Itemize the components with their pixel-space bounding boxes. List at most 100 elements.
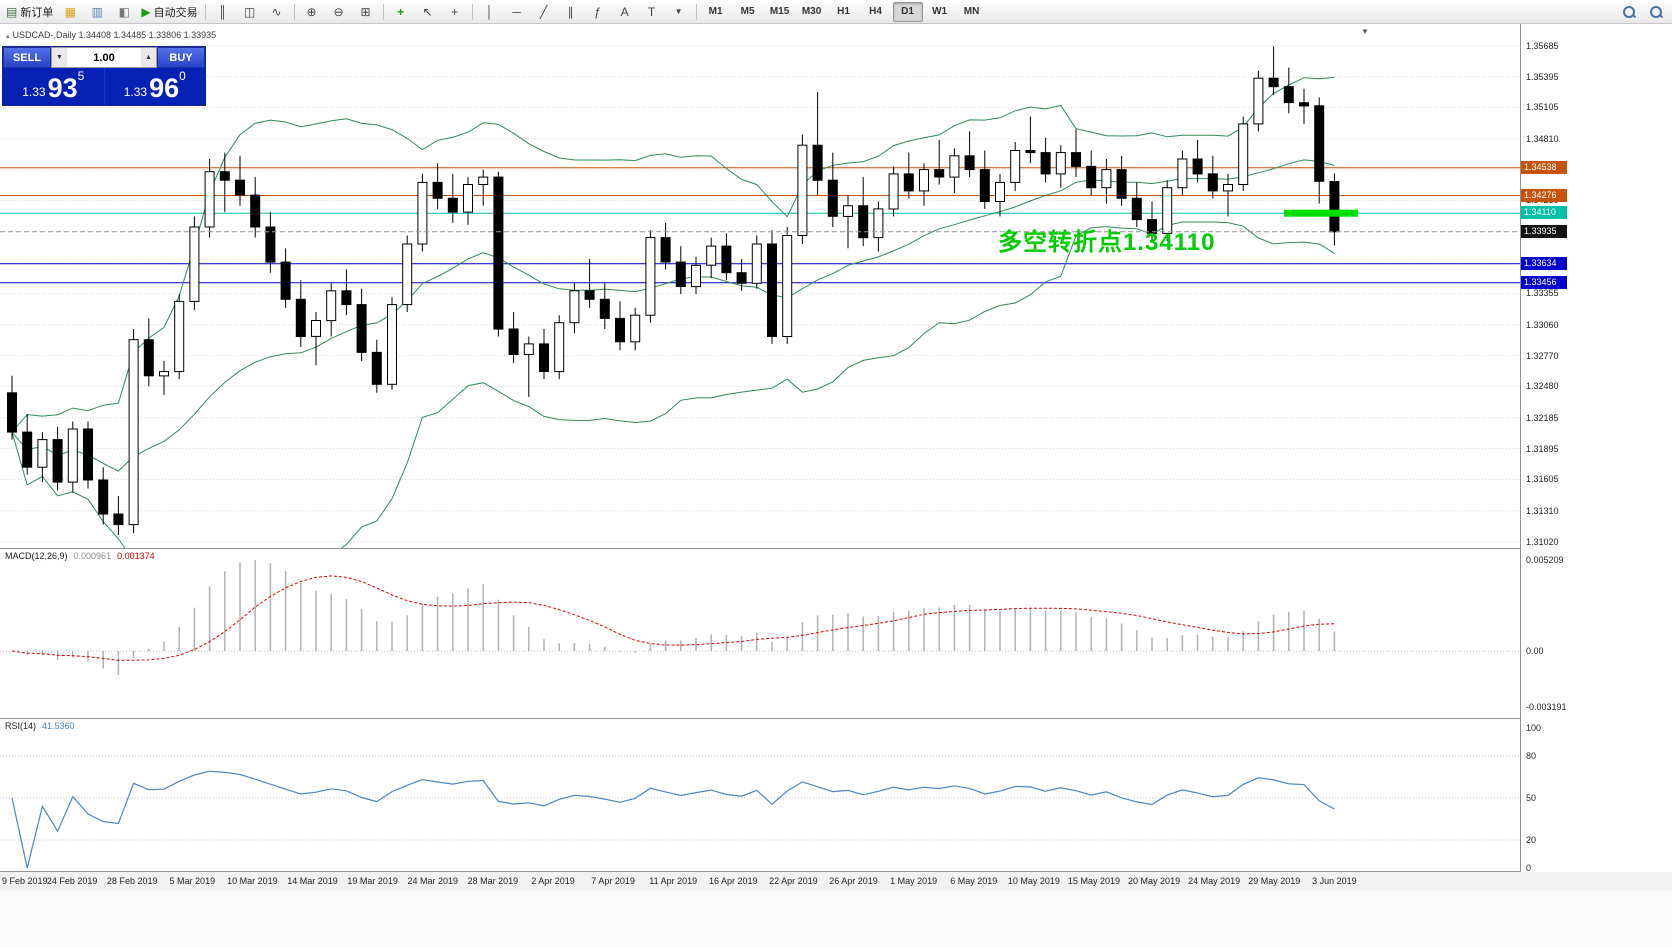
crosshair-button[interactable]: + <box>442 2 468 22</box>
pane-separator-macd[interactable] <box>0 548 1521 549</box>
time-axis[interactable]: 9 Feb 2019 24 Feb 2019 28 Feb 2019 5 Mar 20… <box>0 872 1672 891</box>
trendline-button[interactable]: ╱ <box>531 2 557 22</box>
line-chart-button[interactable]: ∿ <box>264 2 290 22</box>
auto-trading-button[interactable]: ▶ 自动交易 <box>138 2 200 22</box>
bollinger-middle-band[interactable] <box>11 159 1335 472</box>
tile-windows-icon: ⊞ <box>360 4 371 19</box>
new-order-button[interactable]: ▤ 新订单 <box>3 2 56 22</box>
price-axis[interactable]: 1.356851.353951.351051.348101.345201.342… <box>1521 24 1672 891</box>
chart-shift-marker-icon[interactable]: ▼ <box>1361 27 1369 36</box>
timeframe-button-m30[interactable]: M30 <box>801 6 822 17</box>
bearish-candle <box>812 144 823 181</box>
label-tool-button[interactable]: T <box>639 2 665 22</box>
timeframe-button-m5[interactable]: M5 <box>740 6 755 17</box>
timeframe-button-h4[interactable]: H4 <box>869 6 882 17</box>
date-label: 14 Mar 2019 <box>287 876 338 886</box>
search-button[interactable] <box>1616 2 1642 22</box>
market-watch-button[interactable]: ▦ <box>57 2 83 22</box>
bar-chart-icon: ║ <box>218 4 227 19</box>
bearish-candle <box>341 290 352 306</box>
timeframe-button-m1[interactable]: M1 <box>708 6 723 17</box>
pivot-highlight-segment[interactable] <box>1284 209 1358 217</box>
volume-control: ▼ ▲ <box>51 47 157 68</box>
rsi-canvas[interactable] <box>0 719 1520 871</box>
sell-price-display[interactable]: 1.33 93 5 <box>3 68 105 105</box>
pane-separator-rsi[interactable] <box>0 718 1521 719</box>
date-label: 2 Apr 2019 <box>531 876 575 886</box>
fibonacci-button[interactable]: ƒ <box>585 2 611 22</box>
candle-chart-button[interactable]: ◫ <box>237 2 263 22</box>
navigator-icon: ◧ <box>118 4 131 19</box>
date-label: 10 May 2019 <box>1007 876 1060 886</box>
auto-trading-label: 自动交易 <box>153 6 198 19</box>
bearish-candle <box>1116 169 1127 199</box>
channel-button[interactable]: ∥ <box>558 2 584 22</box>
rsi-value: 41.5360 <box>42 721 75 731</box>
timeframe-button-d1[interactable]: D1 <box>892 1 923 22</box>
price-badge: 1.34110 <box>1521 206 1567 220</box>
price-tick-label: 1.31895 <box>1526 443 1559 454</box>
date-label: 24 Mar 2019 <box>407 876 459 886</box>
community-search-button[interactable] <box>1643 2 1669 22</box>
text-tool-button[interactable]: A <box>612 2 638 22</box>
bearish-candle <box>858 205 869 239</box>
rsi-line <box>11 770 1335 869</box>
bullish-candle <box>873 208 884 239</box>
search-icon <box>1622 5 1636 19</box>
label-icon: T <box>647 4 656 19</box>
tile-windows-button[interactable]: ⊞ <box>353 2 379 22</box>
shapes-button[interactable]: ▼ <box>666 2 692 22</box>
text-icon: A <box>620 4 629 19</box>
one-click-trading-panel: SELL ▼ ▲ BUY 1.33 93 5 1.33 96 0 <box>2 46 206 106</box>
price-badge: 1.34276 <box>1521 188 1567 202</box>
zoom-out-button[interactable]: ⊖ <box>326 2 352 22</box>
bearish-candle <box>584 290 595 300</box>
bullish-candle <box>569 290 580 324</box>
bullish-candle <box>37 439 48 468</box>
timeframe-button-h1[interactable]: H1 <box>837 6 850 17</box>
cursor-button[interactable]: ↖ <box>415 2 441 22</box>
bearish-candle <box>143 339 154 377</box>
price-chart-canvas[interactable] <box>0 24 1520 548</box>
volume-input[interactable] <box>67 48 141 67</box>
bearish-candle <box>1086 165 1097 189</box>
bearish-candle <box>615 317 625 343</box>
price-badge: 1.33456 <box>1521 275 1567 289</box>
price-tick-label: 1.31310 <box>1526 505 1559 516</box>
data-window-button[interactable]: ▥ <box>84 2 110 22</box>
price-tick-label: 1.32480 <box>1526 381 1559 392</box>
bearish-candle <box>447 197 458 213</box>
price-tick-label: 1.31020 <box>1526 536 1559 547</box>
timeframe-button-m15[interactable]: M15 <box>769 6 790 17</box>
buy-price-display[interactable]: 1.33 96 0 <box>105 68 206 105</box>
bullish-candle <box>949 155 960 178</box>
bollinger-lower-band[interactable] <box>11 221 1335 548</box>
rsi-axis-label: 20 <box>1526 835 1537 845</box>
vertical-line-button[interactable]: │ <box>477 2 503 22</box>
date-label: 1 May 2019 <box>890 876 938 886</box>
buy-button[interactable]: BUY <box>157 47 205 68</box>
bollinger-upper-band[interactable] <box>11 76 1335 433</box>
market-watch-icon: ▦ <box>64 4 77 19</box>
bullish-candle <box>159 371 169 377</box>
horizontal-line-button[interactable]: ─ <box>504 2 530 22</box>
date-label: 28 Feb 2019 <box>106 876 158 886</box>
date-label: 28 Mar 2019 <box>467 876 519 886</box>
zoom-in-button[interactable]: ⊕ <box>299 2 325 22</box>
bearish-candle <box>1329 181 1340 233</box>
volume-up-button[interactable]: ▲ <box>141 48 156 67</box>
macd-canvas[interactable] <box>0 549 1520 718</box>
rsi-axis-label: 50 <box>1526 793 1537 803</box>
bar-chart-button[interactable]: ║ <box>210 2 236 22</box>
date-label: 20 May 2019 <box>1128 876 1181 886</box>
sell-button[interactable]: SELL <box>3 47 51 68</box>
indicators-button[interactable]: + <box>388 2 414 22</box>
timeframe-button-mn[interactable]: MN <box>963 6 980 17</box>
timeframe-button-w1[interactable]: W1 <box>932 6 948 17</box>
bearish-candle <box>539 343 549 372</box>
navigator-button[interactable]: ◧ <box>111 2 137 22</box>
indicators-icon: + <box>397 4 405 19</box>
sell-price-big: 93 <box>47 73 78 103</box>
volume-down-button[interactable]: ▼ <box>52 48 67 67</box>
chart-quote-header: ▴ USDCAD-,Daily 1.34408 1.34485 1.33806 1… <box>6 30 216 40</box>
